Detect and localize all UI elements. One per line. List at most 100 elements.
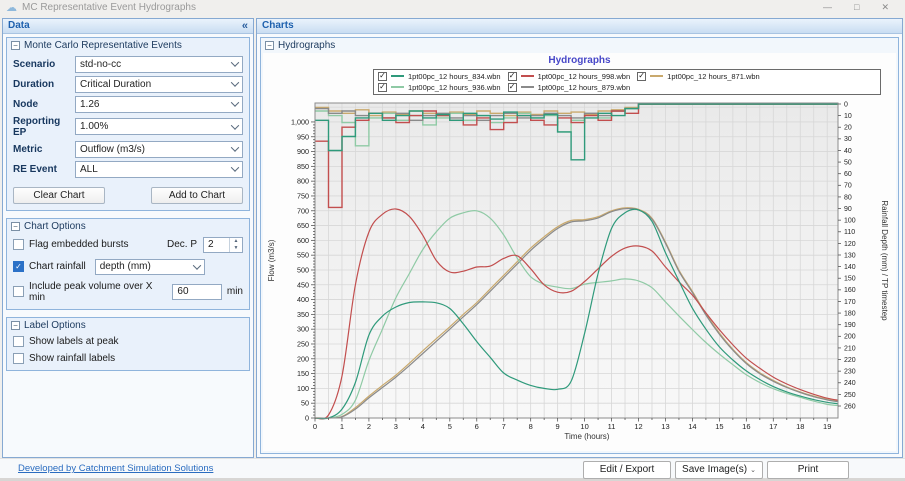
group-title: Monte Carlo Representative Events	[24, 39, 182, 51]
axis-label: 17	[769, 422, 777, 431]
axis-label: 190	[844, 322, 856, 329]
axis-label: 200	[844, 334, 856, 341]
axis-label: 0	[313, 422, 317, 431]
axis-label: 19	[823, 422, 831, 431]
re-event-label: RE Event	[13, 163, 57, 175]
collapse-group-icon[interactable]: −	[11, 221, 20, 231]
legend-item: 1pt00pc_12 hours_998.wbn	[507, 71, 630, 81]
axis-label: 800	[297, 177, 309, 186]
footer-bar: Developed by Catchment Simulation Soluti…	[0, 457, 905, 479]
reporting-ep-select[interactable]: 1.00%	[75, 118, 243, 136]
labels-at-peak-checkbox[interactable]	[13, 335, 24, 347]
metric-select[interactable]: Outflow (m3/s)	[75, 140, 243, 158]
scenario-select[interactable]: std-no-cc	[75, 55, 243, 73]
window-bottom-edge	[0, 478, 905, 481]
axis-label: 600	[297, 236, 309, 245]
rainfall-units-select[interactable]: depth (mm)	[94, 258, 205, 275]
chevron-down-icon	[228, 101, 242, 107]
field-duration: Duration Critical Duration	[13, 75, 243, 93]
axis-label: 250	[844, 392, 856, 399]
axis-label: Rainfall Depth (mm) / TP timestep	[880, 200, 889, 321]
charts-panel-title: Charts	[262, 20, 294, 32]
axis-label: 200	[297, 354, 309, 363]
charts-panel-header: Charts	[257, 18, 902, 34]
row-chart-rainfall: Chart rainfall depth (mm)	[7, 256, 249, 278]
axis-label: 12	[634, 422, 642, 431]
chart-rainfall-checkbox[interactable]	[13, 261, 24, 273]
axis-label: 5	[448, 422, 452, 431]
legend-line-swatch	[391, 86, 404, 89]
hydrograph-series	[314, 208, 839, 420]
print-button[interactable]: Print	[767, 460, 849, 479]
axis-label: 60	[844, 171, 852, 178]
legend-line-swatch	[520, 75, 534, 78]
axis-label: Time (hours)	[564, 432, 609, 441]
axis-label: 550	[297, 251, 309, 260]
chevron-down-icon	[190, 264, 204, 270]
peak-volume-checkbox[interactable]	[13, 286, 24, 298]
maximize-icon[interactable]: □	[854, 2, 860, 13]
duration-select[interactable]: Critical Duration	[75, 75, 243, 93]
axis-label: 150	[297, 369, 309, 378]
axis-label: 70	[844, 183, 852, 190]
collapse-group-icon[interactable]: −	[11, 40, 20, 50]
spin-up-icon[interactable]: ▲	[233, 237, 239, 244]
close-icon[interactable]: ✕	[881, 2, 889, 13]
field-reporting-ep: Reporting EP 1.00%	[13, 116, 243, 138]
chart-area: Hydrographs 1pt00pc_12 hours_834.wbn 1pt0…	[263, 52, 896, 451]
axis-label: 120	[844, 241, 856, 248]
legend-line-swatch	[391, 75, 404, 78]
axis-label: 210	[844, 345, 856, 352]
node-select[interactable]: 1.26	[75, 95, 243, 113]
axis-label: 180	[844, 310, 856, 317]
duration-label: Duration	[13, 78, 55, 90]
field-scenario: Scenario std-no-cc	[13, 55, 243, 73]
legend-checkbox[interactable]	[378, 82, 387, 92]
row-rainfall-labels: Show rainfall labels	[7, 350, 249, 370]
collapse-group-icon[interactable]: −	[265, 40, 274, 50]
clear-chart-button[interactable]: Clear Chart	[13, 186, 105, 204]
row-peak-volume: Include peak volume over X min 60 min	[7, 278, 249, 309]
add-to-chart-button[interactable]: Add to Chart	[151, 186, 243, 204]
minimize-icon[interactable]: —	[823, 2, 833, 13]
save-images-button[interactable]: Save Image(s) ⌄	[675, 460, 763, 479]
axis-label: 4	[421, 422, 425, 431]
legend-label: 1pt00pc_12 hours_871.wbn	[667, 71, 760, 81]
flag-bursts-checkbox[interactable]	[13, 239, 24, 251]
axis-label: 350	[297, 310, 309, 319]
collapse-group-icon[interactable]: −	[11, 320, 20, 330]
peak-volume-input[interactable]: 60	[172, 283, 222, 300]
edit-export-button[interactable]: Edit / Export	[583, 460, 671, 479]
axis-label: 0	[844, 101, 848, 108]
row-flag-bursts: Flag embedded bursts Dec. P 2 ▲ ▼	[7, 234, 249, 256]
hydrograph-series	[314, 207, 839, 419]
axis-label: 9	[556, 422, 560, 431]
data-panel: Data « − Monte Carlo Representative Even…	[2, 17, 254, 458]
data-panel-title: Data	[8, 20, 30, 32]
legend-checkbox[interactable]	[507, 82, 517, 92]
spin-down-icon[interactable]: ▼	[233, 244, 239, 251]
hydrograph-plot: 0501001502002503003504004505005506006507…	[267, 101, 889, 441]
developer-link[interactable]: Developed by Catchment Simulation Soluti…	[18, 463, 214, 475]
rainfall-step-series	[315, 103, 838, 161]
group-label-options: − Label Options Show labels at peak Show…	[6, 316, 250, 371]
hydrograph-series	[314, 207, 839, 419]
re-event-select[interactable]: ALL	[75, 160, 243, 178]
legend-checkbox[interactable]	[378, 71, 387, 81]
axis-label: 850	[297, 162, 309, 171]
legend-item: 1pt00pc_12 hours_834.wbn	[378, 71, 501, 81]
chart-title: Hydrographs	[548, 54, 611, 66]
axis-label: 100	[297, 384, 309, 393]
axis-label: Flow (m3/s)	[267, 239, 276, 281]
axis-label: 750	[297, 191, 309, 200]
legend-line-swatch	[650, 75, 664, 78]
rainfall-labels-checkbox[interactable]	[13, 352, 24, 364]
legend-checkbox[interactable]	[507, 71, 517, 81]
data-panel-header: Data «	[3, 18, 253, 34]
legend-checkbox[interactable]	[637, 71, 647, 81]
chevron-down-icon	[228, 81, 242, 87]
chevron-down-icon	[228, 166, 242, 172]
axis-label: 20	[844, 125, 852, 132]
collapse-panel-button[interactable]: «	[241, 19, 248, 32]
dec-p-stepper[interactable]: 2 ▲ ▼	[203, 236, 243, 253]
